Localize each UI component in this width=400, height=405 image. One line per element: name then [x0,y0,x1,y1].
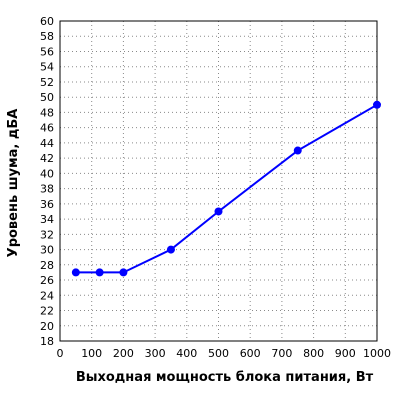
y-tick-label: 54 [40,61,54,74]
x-tick-label: 100 [81,347,102,360]
series-layer [71,100,381,277]
grid-lines [60,21,377,341]
y-tick-label: 32 [40,228,54,241]
y-tick-label: 28 [40,259,54,272]
data-point [214,207,223,216]
x-tick-label: 400 [176,347,197,360]
y-tick-label: 38 [40,183,54,196]
y-tick-label: 60 [40,15,54,28]
y-tick-label: 48 [40,106,54,119]
y-tick-label: 26 [40,274,54,287]
tick-labels: 0 100 200 300 400 500 600 700 800 900 1000 18 20 22 24… [40,15,391,360]
y-tick-label: 36 [40,198,54,211]
x-tick-label: 600 [240,347,261,360]
x-tick-label: 1000 [363,347,391,360]
y-tick-label: 18 [40,335,54,348]
plot-frame [59,20,378,342]
data-point [71,268,80,277]
data-point [166,245,175,254]
y-axis-title: Уровень шума, дБА [6,109,21,258]
y-tick-label: 58 [40,30,54,43]
series-line [75,103,378,274]
x-tick-label: 900 [335,347,356,360]
y-tick-label: 42 [40,152,54,165]
x-tick-label: 800 [303,347,324,360]
y-tick-label: 56 [40,45,54,58]
data-point [119,268,128,277]
y-tick-label: 44 [40,137,54,150]
y-tick-label: 24 [40,289,54,302]
data-point [293,146,302,155]
y-tick-label: 52 [40,76,54,89]
x-tick-label: 0 [57,347,64,360]
x-tick-label: 500 [208,347,229,360]
data-point [95,268,104,277]
y-tick-label: 46 [40,122,54,135]
y-tick-label: 50 [40,91,54,104]
data-point [373,100,381,109]
x-axis-title: Выходная мощность блока питания, Вт [76,370,374,385]
y-tick-label: 30 [40,244,54,257]
x-tick-label: 200 [113,347,134,360]
y-tick-label: 40 [40,167,54,180]
x-tick-label: 700 [271,347,292,360]
y-tick-label: 22 [40,305,54,318]
x-tick-label: 300 [145,347,166,360]
y-tick-label: 20 [40,320,54,333]
y-tick-label: 34 [40,213,54,226]
